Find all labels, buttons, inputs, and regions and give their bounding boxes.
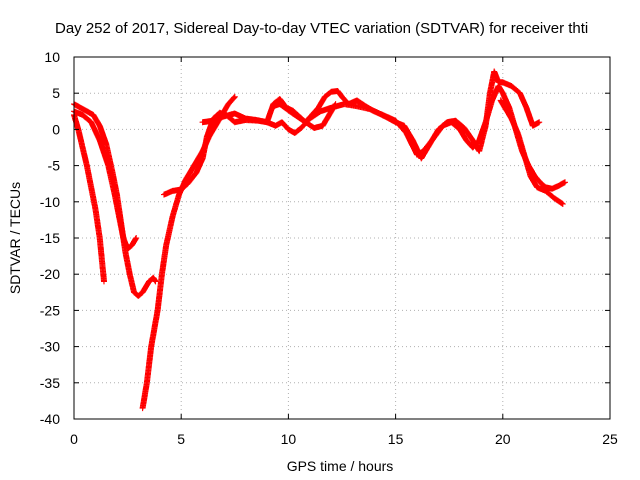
x-tick-label: 15 <box>388 431 404 447</box>
y-tick-label: -25 <box>40 302 60 318</box>
x-tick-label: 25 <box>602 431 618 447</box>
x-axis-ticks: 0 5 10 15 20 25 <box>70 57 618 447</box>
data-point-markers <box>497 97 566 207</box>
y-axis-label: SDTVAR / TECUs <box>7 182 23 294</box>
y-tick-label: -20 <box>40 266 60 282</box>
x-tick-label: 5 <box>177 431 185 447</box>
x-tick-label: 20 <box>495 431 511 447</box>
y-tick-label: -35 <box>40 375 60 391</box>
x-axis-label: GPS time / hours <box>287 458 394 474</box>
y-tick-label: 10 <box>44 49 60 65</box>
y-tick-label: -15 <box>40 230 60 246</box>
x-tick-label: 0 <box>70 431 78 447</box>
y-tick-label: -5 <box>48 158 61 174</box>
x-tick-label: 10 <box>281 431 297 447</box>
data-points <box>71 68 568 412</box>
series-track-7 <box>497 97 566 207</box>
y-tick-label: -10 <box>40 194 60 210</box>
y-tick-label: -40 <box>40 411 60 427</box>
y-axis-ticks: -40 -35 -30 -25 -20 -15 -10 -5 0 5 10 <box>40 49 610 427</box>
chart-title: Day 252 of 2017, Sidereal Day-to-day VTE… <box>55 20 588 37</box>
y-tick-label: -30 <box>40 339 60 355</box>
y-tick-label: 0 <box>52 121 60 137</box>
data-point-markers <box>270 101 339 131</box>
series-track-8 <box>270 101 339 131</box>
y-tick-label: 5 <box>52 85 60 101</box>
